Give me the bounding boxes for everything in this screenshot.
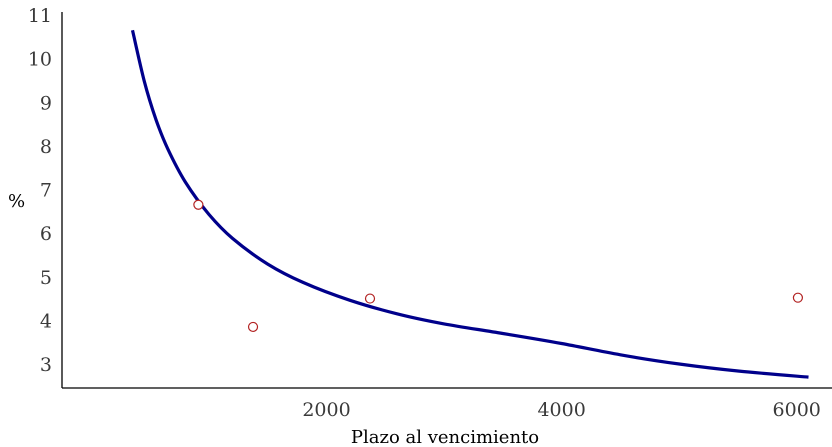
data-point (193, 199, 204, 210)
y-tick-label: 5 (40, 267, 52, 289)
y-axis-title: % (8, 191, 25, 212)
y-tick-label: 8 (40, 136, 52, 158)
y-tick-label: 11 (28, 5, 52, 27)
x-tick-label: 4000 (537, 399, 585, 421)
series-fit-line (130, 29, 809, 379)
data-point (247, 321, 259, 333)
y-tick-label: 10 (28, 49, 52, 71)
data-point (792, 292, 804, 303)
x-tick-label: 2000 (302, 399, 350, 421)
y-tick-label: 4 (40, 310, 52, 332)
x-axis-title: Plazo al vencimiento (351, 427, 539, 447)
y-tick-label: 3 (40, 354, 52, 376)
y-axis-ticks: 3 4 5 6 7 8 9 10 11 (28, 5, 52, 376)
data-point (364, 293, 376, 304)
x-axis-ticks: 2000 4000 6000 (302, 399, 821, 421)
y-tick-label: 7 (40, 180, 52, 202)
y-tick-label: 6 (40, 223, 52, 245)
y-tick-label: 9 (40, 92, 52, 114)
x-tick-label: 6000 (773, 399, 821, 421)
series-points (193, 199, 804, 333)
